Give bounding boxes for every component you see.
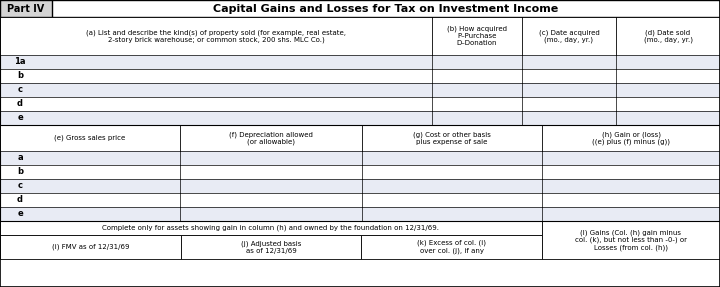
Bar [0,83,720,97]
Bar [0,151,720,165]
Text: (a) List and describe the kind(s) of property sold (for example, real estate,
2-: (a) List and describe the kind(s) of pro… [86,29,346,43]
Text: (c) Date acquired
(mo., day, yr.): (c) Date acquired (mo., day, yr.) [539,29,599,43]
Bar [0,221,542,235]
Bar [0,69,720,83]
Text: (e) Gross sales price: (e) Gross sales price [55,135,125,141]
Bar [0,207,720,221]
Text: c: c [17,181,22,191]
Bar [0,179,720,193]
Bar [181,235,361,259]
Bar [361,235,542,259]
Bar [542,221,720,259]
Bar [0,0,720,17]
Bar [0,17,720,55]
Text: (h) Gain or (loss)
((e) plus (f) minus (g)): (h) Gain or (loss) ((e) plus (f) minus (… [592,131,670,145]
Bar [0,193,720,207]
Text: e: e [17,113,23,123]
Text: e: e [17,210,23,218]
Text: (g) Cost or other basis
plus expense of sale: (g) Cost or other basis plus expense of … [413,131,491,145]
Bar [0,235,181,259]
Text: (l) Gains (Col. (h) gain minus
col. (k), but not less than -0-) or
Losses (from : (l) Gains (Col. (h) gain minus col. (k),… [575,229,687,251]
Text: (k) Excess of col. (i)
over col. (j), if any: (k) Excess of col. (i) over col. (j), if… [417,240,486,254]
Text: b: b [17,71,23,80]
Text: (f) Depreciation allowed
(or allowable): (f) Depreciation allowed (or allowable) [229,131,313,145]
Text: (i) FMV as of 12/31/69: (i) FMV as of 12/31/69 [52,244,129,250]
Bar [0,97,720,111]
Bar [0,125,720,151]
Text: a: a [17,154,23,162]
Text: (j) Adjusted basis
as of 12/31/69: (j) Adjusted basis as of 12/31/69 [240,240,301,254]
Bar [0,111,720,125]
Text: c: c [17,86,22,94]
Bar [0,165,720,179]
Text: d: d [17,195,23,205]
Bar [0,0,52,17]
Text: (d) Date sold
(mo., day, yr.): (d) Date sold (mo., day, yr.) [644,29,693,43]
Bar [0,55,720,69]
Text: Complete only for assets showing gain in column (h) and owned by the foundation : Complete only for assets showing gain in… [102,225,439,231]
Text: d: d [17,100,23,108]
Text: (b) How acquired
P–Purchase
D–Donation: (b) How acquired P–Purchase D–Donation [447,26,507,46]
Text: 1a: 1a [14,57,26,67]
Text: b: b [17,168,23,177]
Text: Capital Gains and Losses for Tax on Investment Income: Capital Gains and Losses for Tax on Inve… [213,3,559,13]
Text: Part IV: Part IV [7,3,45,13]
